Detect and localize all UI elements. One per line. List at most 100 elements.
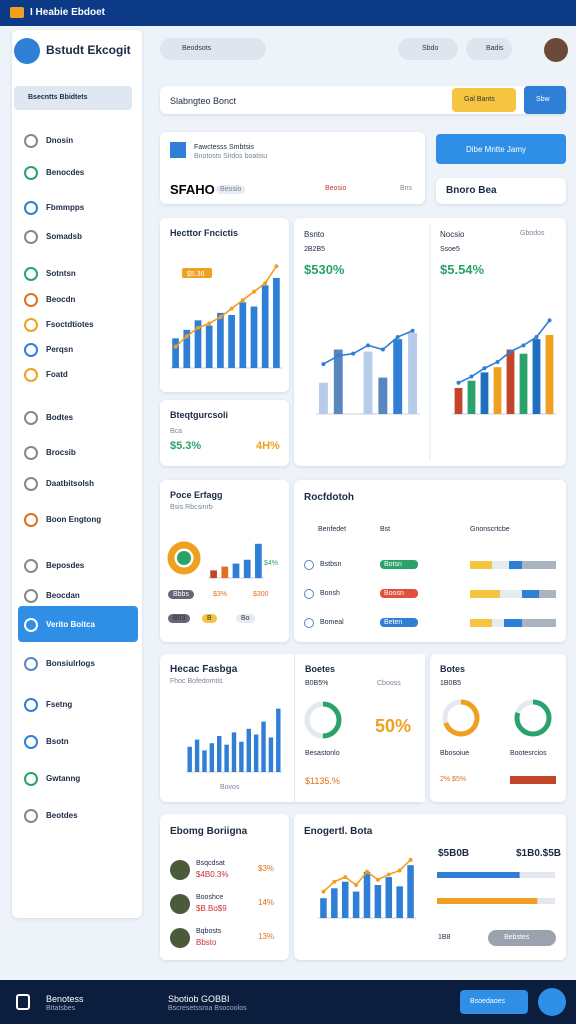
stat-label: Bca bbox=[170, 428, 183, 435]
chip: Bbbs bbox=[168, 590, 194, 599]
row-tag: Boosn bbox=[380, 589, 418, 598]
card-title: Hecttor Fncictis bbox=[170, 228, 239, 238]
panel-title: Bsnto bbox=[304, 230, 325, 239]
ring-note: Bbosoiue bbox=[440, 750, 470, 757]
progress-segment bbox=[491, 619, 505, 627]
menu-item: Fsetng bbox=[46, 700, 73, 709]
menu-icon bbox=[24, 809, 38, 823]
section-box[interactable] bbox=[14, 86, 132, 110]
final-stat: $5B0B bbox=[438, 848, 470, 859]
yellow-button[interactable]: Gal Bants bbox=[452, 88, 516, 112]
app-icon bbox=[10, 7, 24, 18]
person-avatar bbox=[170, 860, 190, 880]
panel-action[interactable]: Gbodos bbox=[520, 230, 545, 237]
growth-card: Hecttor Fncictis bbox=[160, 218, 289, 392]
menu-item: Dnosin bbox=[46, 136, 74, 145]
card-title: Rocfdotoh bbox=[304, 492, 354, 503]
panel-title: Nocsio bbox=[440, 230, 465, 239]
stat-value: $5.3% bbox=[170, 440, 202, 452]
row-icon bbox=[304, 589, 314, 599]
avatar[interactable] bbox=[544, 38, 568, 62]
panel-value: $530% bbox=[304, 262, 345, 277]
person-pct: 14% bbox=[258, 898, 275, 907]
summary-subtitle: Bnotosts Sitdos boatisu bbox=[194, 153, 268, 160]
menu-icon bbox=[24, 267, 38, 281]
gauge-label: B0B5% bbox=[305, 680, 329, 687]
footer-button[interactable]: Bsoedaoes bbox=[460, 990, 528, 1014]
menu-icon bbox=[24, 772, 38, 786]
menu-icon bbox=[24, 343, 38, 357]
footer-mid: Sbotiob GOBBI bbox=[168, 994, 230, 1004]
sidebar: Bstudt Ekcogit Bsecntts Bbidtets Dnosin B… bbox=[12, 30, 142, 918]
progress-segment bbox=[470, 590, 501, 598]
summary-note: Bns bbox=[400, 185, 413, 192]
menu-item: Beocdan bbox=[46, 591, 80, 600]
row-name: Bstbsn bbox=[320, 561, 342, 568]
menu-item: Beotdes bbox=[46, 811, 78, 820]
donut-card: Poce Erfagg Bsis Rbcsinrb $4% Bbbs $3% $30… bbox=[160, 480, 289, 642]
gauge-note: Besastonlo bbox=[305, 750, 340, 757]
card-title: Bteqtgurcsoli bbox=[170, 410, 229, 420]
menu-item: Bsotn bbox=[46, 737, 69, 746]
user-chip[interactable]: Sbdo bbox=[398, 38, 458, 60]
top-bar: I Heabie Ebdoet bbox=[0, 0, 576, 26]
help-button[interactable] bbox=[538, 988, 566, 1016]
table-card: Rocfdotoh Benfedet Bst Gnonscrtcbe Bstbsn Bo… bbox=[294, 480, 566, 642]
gauge-percent: 50% bbox=[375, 716, 412, 736]
person-name: Booshce bbox=[196, 894, 224, 901]
chip: B03 bbox=[168, 614, 191, 623]
menu-icon bbox=[24, 411, 38, 425]
blue-button[interactable]: Sbw bbox=[524, 86, 566, 114]
panel-value: $5.54% bbox=[440, 262, 485, 277]
menu-icon bbox=[24, 657, 38, 671]
button-text: Gal Bants bbox=[464, 96, 495, 103]
menu-icon bbox=[24, 293, 38, 307]
summary-tag: Beosio bbox=[325, 185, 347, 192]
chip: $3% bbox=[213, 591, 228, 598]
menu-item: Foatd bbox=[46, 370, 68, 379]
search-text: Beodsots bbox=[182, 45, 212, 52]
footer-left: Benotess bbox=[46, 994, 84, 1004]
menu-item: Beposdes bbox=[46, 561, 85, 570]
menu-icon bbox=[24, 134, 38, 148]
menu-item: Daatbitsolsh bbox=[46, 479, 95, 488]
search-bar[interactable]: Slabngteo Bonct Gal Bants Sbw bbox=[160, 86, 566, 114]
card-title: Hecac Fasbga bbox=[170, 664, 238, 675]
menu-icon bbox=[24, 698, 38, 712]
menu-item: Brocsib bbox=[46, 448, 76, 457]
lock-icon bbox=[16, 994, 30, 1010]
brand: Bstudt Ekcogit bbox=[46, 43, 131, 57]
person-value: $B.Bo$9 bbox=[196, 904, 227, 913]
user-chip[interactable]: Badis bbox=[466, 38, 512, 60]
person-name: Bqbosts bbox=[196, 928, 222, 935]
cta-secondary[interactable]: Bnoro Bea bbox=[436, 178, 566, 204]
ring-card: Botes 1B0B5 Bbosoiue Bootesrcios 2% $5% bbox=[430, 654, 566, 802]
table-header: Bst bbox=[380, 526, 391, 533]
row-name: Bomeal bbox=[320, 619, 344, 626]
summary-card: Fawctesss Smbtsis Bnotosts Sitdos boatis… bbox=[160, 132, 425, 204]
menu-icon bbox=[24, 318, 38, 332]
row-tag: Botsn bbox=[380, 560, 418, 569]
menu-item: Gwtanng bbox=[46, 774, 81, 783]
people-card: Ebomg Boriigna Bsqcdsat $4B0.3% $3% Booshce… bbox=[160, 814, 289, 960]
menu-icon bbox=[24, 166, 38, 180]
final-foot: 1B8 bbox=[438, 934, 451, 941]
panel-sub: 2B2B5 bbox=[304, 246, 326, 253]
cta-text: Dibe Mntte Jamy bbox=[466, 145, 527, 154]
menu-icon bbox=[24, 735, 38, 749]
menu-item: Somadsb bbox=[46, 232, 83, 241]
cta-button[interactable]: Dibe Mntte Jamy bbox=[436, 134, 566, 164]
row-tag: Beten bbox=[380, 618, 418, 627]
final-button[interactable]: Bebstes bbox=[488, 930, 556, 946]
card-title: Botes bbox=[440, 664, 466, 674]
card-title: Ebomg Boriigna bbox=[170, 826, 248, 837]
gauge-title: Boetes bbox=[305, 664, 336, 674]
gauge-side: Cbooss bbox=[377, 680, 401, 687]
search-pill[interactable]: Beodsots bbox=[160, 38, 266, 60]
gauge-panel: Boetes B0B5% Cbooss 50% Besastonlo $1135… bbox=[294, 654, 425, 802]
summary-pill: Beosio bbox=[216, 185, 246, 194]
chip-text: Badis bbox=[486, 45, 504, 52]
person-pct: $3% bbox=[258, 864, 275, 873]
summary-title: Fawctesss Smbtsis bbox=[194, 144, 254, 151]
chip: B bbox=[202, 614, 217, 623]
